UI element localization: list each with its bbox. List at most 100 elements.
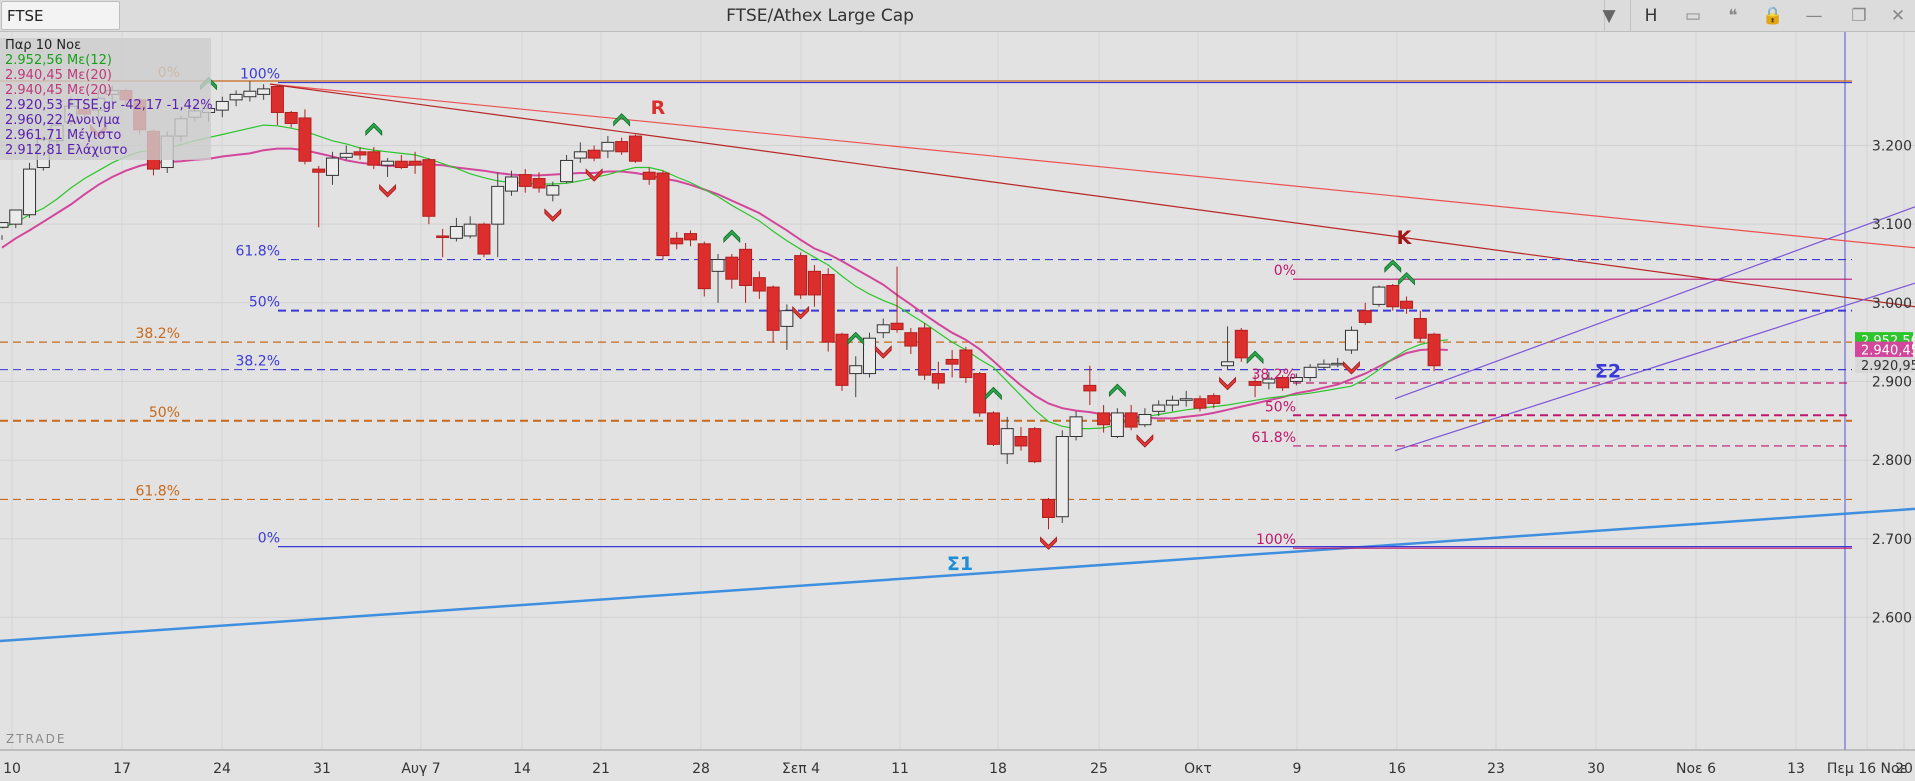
- candle-body: [422, 159, 436, 217]
- fib-level-label: 50%: [249, 295, 280, 311]
- candle-body: [573, 151, 587, 159]
- y-tick-label: 3.000: [1872, 296, 1912, 312]
- close-icon[interactable]: ✕: [1890, 6, 1906, 26]
- candle-body: [1386, 284, 1400, 308]
- info-date: Παρ 10 Νοε: [5, 38, 82, 53]
- candle-body: [807, 270, 821, 296]
- x-tick-label: Πεμ 16 Νοε: [1827, 761, 1907, 777]
- candle-body: [532, 178, 546, 189]
- candle-body: [1138, 413, 1152, 426]
- candle-body: [408, 160, 422, 166]
- up-signal-icon: [1108, 383, 1126, 398]
- x-tick-label: Νοε 6: [1676, 761, 1716, 777]
- y-tick-label: 3.100: [1872, 217, 1912, 233]
- up-signal-icon: [1384, 259, 1402, 273]
- candle-body: [821, 273, 835, 343]
- dropdown-chevron-icon[interactable]: ▼: [1602, 6, 1616, 26]
- annotation-label: K: [1397, 227, 1413, 249]
- candle-body: [601, 141, 615, 152]
- candle-body: [876, 324, 890, 334]
- candle-body: [1331, 362, 1345, 366]
- x-tick-label: 21: [592, 761, 610, 777]
- fib-level-label: 61.8%: [1252, 430, 1296, 446]
- x-tick-label: 14: [513, 761, 531, 777]
- toolbar-separator: [1630, 0, 1631, 32]
- annotation-label: R: [651, 97, 666, 119]
- fib-level-label: 61.8%: [136, 483, 180, 499]
- candle-body: [1276, 377, 1290, 389]
- x-tick-label: Οκτ: [1184, 761, 1212, 777]
- trendline-r: [269, 83, 1915, 249]
- candle-body: [1124, 412, 1138, 428]
- info-ma20: 2.940,45 Με(20): [5, 68, 112, 83]
- trendline-s1: [0, 507, 1915, 643]
- candle-body: [1248, 380, 1262, 386]
- info-ma20-2: 2.940,45 Με(20): [5, 83, 112, 98]
- candle-body: [463, 223, 477, 237]
- candle-body: [23, 168, 37, 216]
- up-signal-icon: [1398, 271, 1415, 286]
- candle-body: [587, 149, 601, 159]
- y-tick-label: 2.900: [1872, 374, 1912, 390]
- candle-body: [1097, 412, 1111, 426]
- fib-level-label: 0%: [258, 531, 280, 547]
- x-tick-label: 9: [1293, 761, 1302, 777]
- candle-body: [1152, 404, 1166, 412]
- candle-body: [656, 172, 670, 257]
- price-chart[interactable]: 100%61.8%50%38.2%0%0%38.2%50%61.8%0%38.2…: [0, 32, 1915, 781]
- last-value-label: 2.920,95: [1861, 359, 1915, 374]
- candle-body: [794, 255, 808, 296]
- candle-body: [628, 135, 642, 162]
- candle-body: [394, 160, 408, 169]
- candle-body: [0, 222, 9, 228]
- x-tick-label: 30: [1587, 761, 1605, 777]
- x-tick-label: 23: [1487, 761, 1505, 777]
- minimize-icon[interactable]: —: [1805, 6, 1823, 26]
- candle-body: [684, 233, 697, 241]
- y-tick-label: 2.700: [1872, 532, 1912, 548]
- candle-body: [560, 159, 574, 183]
- candle-body: [642, 171, 656, 180]
- down-signal-icon: [1343, 360, 1360, 375]
- x-tick-label: 11: [891, 761, 909, 777]
- candle-body: [1303, 366, 1317, 379]
- candle-body: [835, 333, 849, 386]
- candle-body: [766, 286, 780, 331]
- x-tick-label: 20: [1895, 761, 1913, 777]
- comment-icon[interactable]: ❝: [1728, 6, 1738, 26]
- candle-body: [670, 237, 684, 245]
- candle-body: [1193, 398, 1207, 409]
- candle-body: [546, 185, 560, 196]
- candle-body: [752, 277, 766, 292]
- candle-body: [959, 349, 973, 379]
- candle-body: [1179, 398, 1193, 401]
- candle-body: [849, 365, 863, 375]
- symbol-input[interactable]: FTSE: [1, 1, 120, 30]
- info-low: 2.912,81 Ελάχιστο: [5, 143, 128, 158]
- restore-icon[interactable]: ❐: [1851, 6, 1867, 26]
- candle-body: [215, 100, 229, 111]
- candle-body: [890, 322, 904, 331]
- candle-body: [945, 358, 959, 365]
- candle-body: [1000, 428, 1014, 455]
- candle-body: [477, 223, 491, 255]
- watermark: ZTRADE: [6, 732, 66, 746]
- panel-icon[interactable]: ▭: [1684, 6, 1702, 26]
- candle-body: [270, 86, 284, 113]
- candle-body: [491, 185, 505, 225]
- last-value-tag: [1855, 356, 1913, 373]
- x-tick-label: 31: [313, 761, 331, 777]
- info-ma12: 2.952,56 Με(12): [5, 53, 112, 68]
- up-signal-icon: [847, 331, 865, 346]
- x-tick-label: 28: [692, 761, 710, 777]
- candle-body: [1289, 377, 1303, 382]
- candle-body: [298, 117, 312, 162]
- candle-body: [381, 160, 395, 166]
- candle-body: [1042, 498, 1056, 519]
- h-button[interactable]: H: [1644, 6, 1658, 26]
- annotation-label: Σ1: [947, 553, 973, 575]
- candle-body: [1165, 399, 1179, 406]
- candle-body: [504, 176, 518, 192]
- fib-level-label: 100%: [240, 67, 280, 83]
- lock-icon[interactable]: 🔒: [1762, 6, 1784, 26]
